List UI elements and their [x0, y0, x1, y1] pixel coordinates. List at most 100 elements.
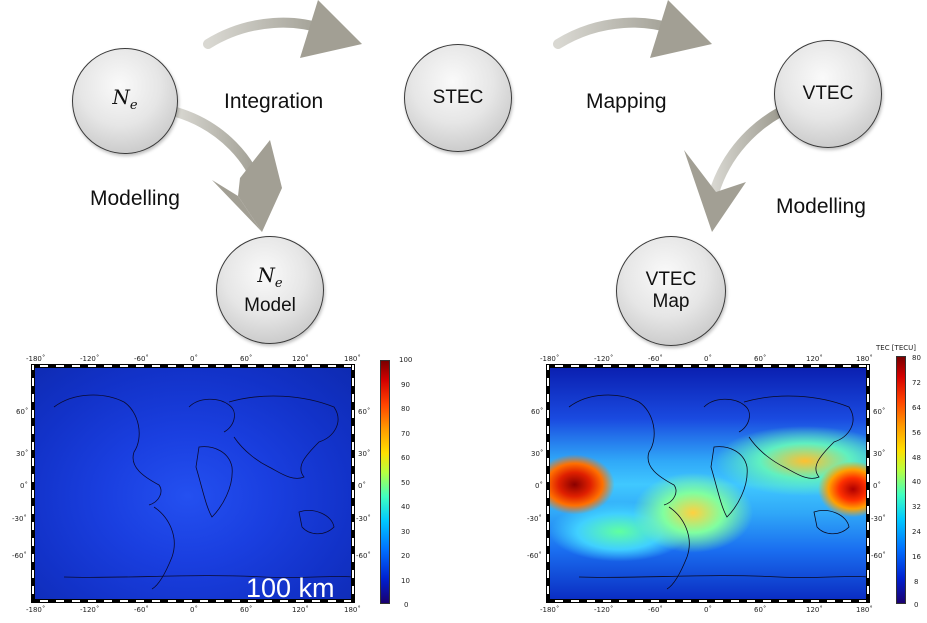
ne-model-symbol: Ne [257, 262, 283, 291]
right-colorbar [896, 356, 906, 604]
left-map-frame-top [31, 364, 355, 368]
colorbar-tick: 40 [401, 503, 410, 511]
vtec-node: VTEC [774, 40, 882, 148]
lon-tick: -180˚ [540, 606, 560, 614]
right-map-frame-bottom [546, 599, 870, 603]
lat-tick: -30˚ [527, 515, 542, 523]
mapping-arrow [553, 0, 712, 58]
mapping-label: Mapping [586, 90, 667, 113]
lon-tick: 180˚ [856, 355, 873, 363]
right-map-coastlines [568, 394, 868, 590]
colorbar-tick: 8 [914, 578, 919, 586]
ne-node: Ne [72, 48, 178, 154]
ne-symbol: Ne [112, 84, 138, 113]
colorbar-tick: 80 [912, 354, 921, 362]
lat-tick: 0˚ [358, 482, 366, 490]
lat-tick: 60˚ [358, 408, 371, 416]
lon-tick: -120˚ [594, 606, 614, 614]
lat-tick: 60˚ [16, 408, 29, 416]
lon-tick: 120˚ [806, 606, 823, 614]
lat-tick: -30˚ [12, 515, 27, 523]
integration-label: Integration [224, 90, 324, 113]
left-map-coastlines [53, 394, 353, 590]
lat-tick: -60˚ [12, 552, 27, 560]
modelling-left-label: Modelling [90, 187, 180, 210]
left-map-frame-left [31, 364, 35, 603]
stec-node: STEC [404, 44, 512, 152]
lon-tick: 180˚ [344, 355, 361, 363]
lon-tick: 120˚ [292, 606, 309, 614]
lat-tick: 30˚ [16, 450, 29, 458]
lon-tick: -60˚ [648, 606, 663, 614]
colorbar-tick: 70 [401, 430, 410, 438]
colorbar-tick: 20 [401, 552, 410, 560]
lat-tick: -30˚ [356, 515, 371, 523]
lon-tick: 120˚ [292, 355, 309, 363]
lon-tick: -60˚ [134, 355, 149, 363]
vtec-map-node: VTEC Map [616, 236, 726, 346]
right-map-frame-top [546, 364, 870, 368]
colorbar-tick: 56 [912, 429, 921, 437]
lat-tick: -60˚ [527, 552, 542, 560]
colorbar-tick: 50 [401, 479, 410, 487]
lon-tick: -180˚ [540, 355, 560, 363]
colorbar-tick: 64 [912, 404, 921, 412]
lon-tick: 0˚ [190, 355, 198, 363]
lat-tick: 60˚ [873, 408, 886, 416]
lon-tick: 60˚ [754, 355, 767, 363]
colorbar-tick: 0 [404, 601, 409, 609]
vtec-map-line1: VTEC [645, 269, 697, 290]
lon-tick: 0˚ [704, 606, 712, 614]
altitude-overlay: 100 km [246, 573, 335, 603]
right-map-image [548, 366, 870, 603]
colorbar-tick: 90 [401, 381, 410, 389]
lat-tick: -60˚ [871, 552, 886, 560]
colorbar-tick: 32 [912, 503, 921, 511]
modelling-right-label: Modelling [776, 195, 866, 218]
right-map-frame-left [546, 364, 550, 603]
lon-tick: -60˚ [648, 355, 663, 363]
lon-tick: 0˚ [704, 355, 712, 363]
lat-tick: 0˚ [20, 482, 28, 490]
colorbar-tick: 60 [401, 454, 410, 462]
lat-tick: 30˚ [531, 450, 544, 458]
lat-tick: 0˚ [873, 482, 881, 490]
ne-model-node: Ne Model [216, 236, 324, 344]
lon-tick: -120˚ [80, 606, 100, 614]
ne-model-text: Model [244, 294, 296, 316]
colorbar-title: TEC [TECU] [876, 344, 916, 352]
colorbar-tick: 100 [399, 356, 413, 364]
lon-tick: 180˚ [344, 606, 361, 614]
lon-tick: 60˚ [240, 355, 253, 363]
lon-tick: 60˚ [240, 606, 253, 614]
colorbar-tick: 72 [912, 379, 921, 387]
vtec-map-line2: Map [652, 291, 690, 312]
left-map-frame-right [351, 364, 355, 603]
lat-tick: -60˚ [356, 552, 371, 560]
right-map-frame-right [866, 364, 870, 603]
lon-tick: -120˚ [80, 355, 100, 363]
colorbar-tick: 0 [914, 601, 919, 609]
lon-tick: -180˚ [26, 355, 46, 363]
colorbar-tick: 48 [912, 454, 921, 462]
left-map-image [33, 366, 355, 603]
modelling-right-arrow [684, 107, 785, 232]
lat-tick: 0˚ [535, 482, 543, 490]
lon-tick: -120˚ [594, 355, 614, 363]
lat-tick: 30˚ [873, 450, 886, 458]
vtec-label: VTEC [802, 83, 854, 104]
colorbar-tick: 24 [912, 528, 921, 536]
lat-tick: -30˚ [871, 515, 886, 523]
left-colorbar [380, 360, 390, 604]
modelling-left-arrow [171, 107, 282, 232]
lon-tick: 60˚ [754, 606, 767, 614]
colorbar-tick: 16 [912, 553, 921, 561]
lon-tick: -60˚ [134, 606, 149, 614]
lon-tick: 0˚ [190, 606, 198, 614]
lon-tick: 180˚ [856, 606, 873, 614]
stec-label: STEC [432, 87, 484, 108]
lat-tick: 30˚ [358, 450, 371, 458]
colorbar-tick: 80 [401, 405, 410, 413]
colorbar-tick: 10 [401, 577, 410, 585]
lon-tick: 120˚ [806, 355, 823, 363]
